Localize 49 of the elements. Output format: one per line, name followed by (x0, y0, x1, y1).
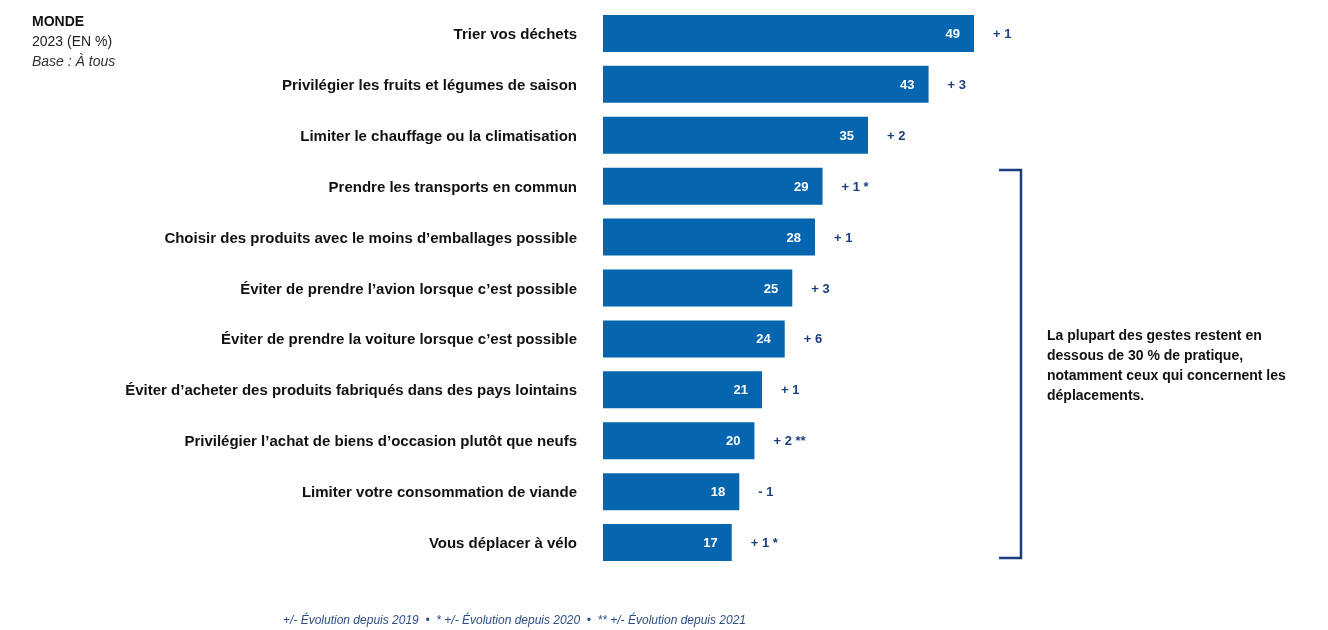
y-tick-label: Limiter votre consommation de viande (301, 483, 577, 501)
data-label: 20 (725, 433, 741, 449)
data-label: 43 (900, 76, 915, 92)
text: La plupart des gestes restent en dessous de 30 % de pratique, notamment ceux qui concernent les déplacements. (1047, 327, 1290, 403)
y-tick-label: Vous déplacer à vélo (428, 534, 577, 552)
data-label: 24 (756, 331, 772, 347)
bar (603, 14, 974, 52)
bar (603, 167, 823, 205)
text: 2023 (EN %) (32, 33, 113, 49)
y-tick-label: Privilégier les fruits et légumes de saison (281, 75, 577, 93)
y-tick-label: Limiter le chauffage ou la climatisation (300, 126, 577, 144)
annotation: + 2 ** (773, 433, 807, 449)
data-label: 17 (703, 535, 718, 551)
annotation: + 3 (947, 76, 967, 92)
y-tick-label: Éviter de prendre la voiture lorsque c’est possible (221, 330, 577, 348)
annotation: + 1 (781, 382, 800, 398)
data-label: 49 (945, 25, 960, 41)
data-label: 28 (786, 229, 801, 245)
annotation: + 1 (834, 229, 853, 245)
y-tick-label: Éviter de prendre l’avion lorsque c’est possible (240, 279, 577, 297)
data-label: 21 (733, 382, 748, 398)
y-tick-label: Éviter d’acheter des produits fabriqués dans des pays lointains (125, 381, 577, 399)
bar (603, 269, 793, 307)
annotation: + 1 * (750, 535, 779, 551)
annotation: + 1 * (841, 178, 870, 194)
bar (603, 320, 785, 358)
text: Base : À tous (32, 53, 116, 69)
annotation: - 1 (758, 484, 774, 500)
data-label: 25 (763, 280, 779, 296)
y-tick-label: Choisir des produits avec le moins d’emballages possible (164, 228, 577, 246)
data-label: 18 (710, 484, 726, 500)
text: MONDE (32, 13, 85, 29)
annotation: + 6 (803, 331, 823, 347)
bar (603, 422, 755, 460)
annotation: + 3 (811, 280, 830, 296)
y-tick-label: Prendre les transports en commun (328, 177, 577, 195)
bar (603, 218, 815, 256)
annotation: + 1 (993, 25, 1012, 41)
bar (603, 473, 740, 511)
bar (603, 116, 868, 154)
bar (603, 524, 732, 562)
bar (603, 371, 762, 409)
y-tick-label: Trier vos déchets (453, 24, 577, 42)
data-label: 35 (839, 127, 854, 143)
data-label: 29 (794, 178, 809, 194)
annotation: + 2 (887, 127, 906, 143)
text: +/- Évolution depuis 2019 • * +/- Évolution depuis 2020 • ** +/- Évolution depuis 2021 (283, 612, 747, 627)
bar (603, 65, 929, 103)
y-tick-label: Privilégier l’achat de biens d’occasion plutôt que neufs (184, 432, 577, 450)
